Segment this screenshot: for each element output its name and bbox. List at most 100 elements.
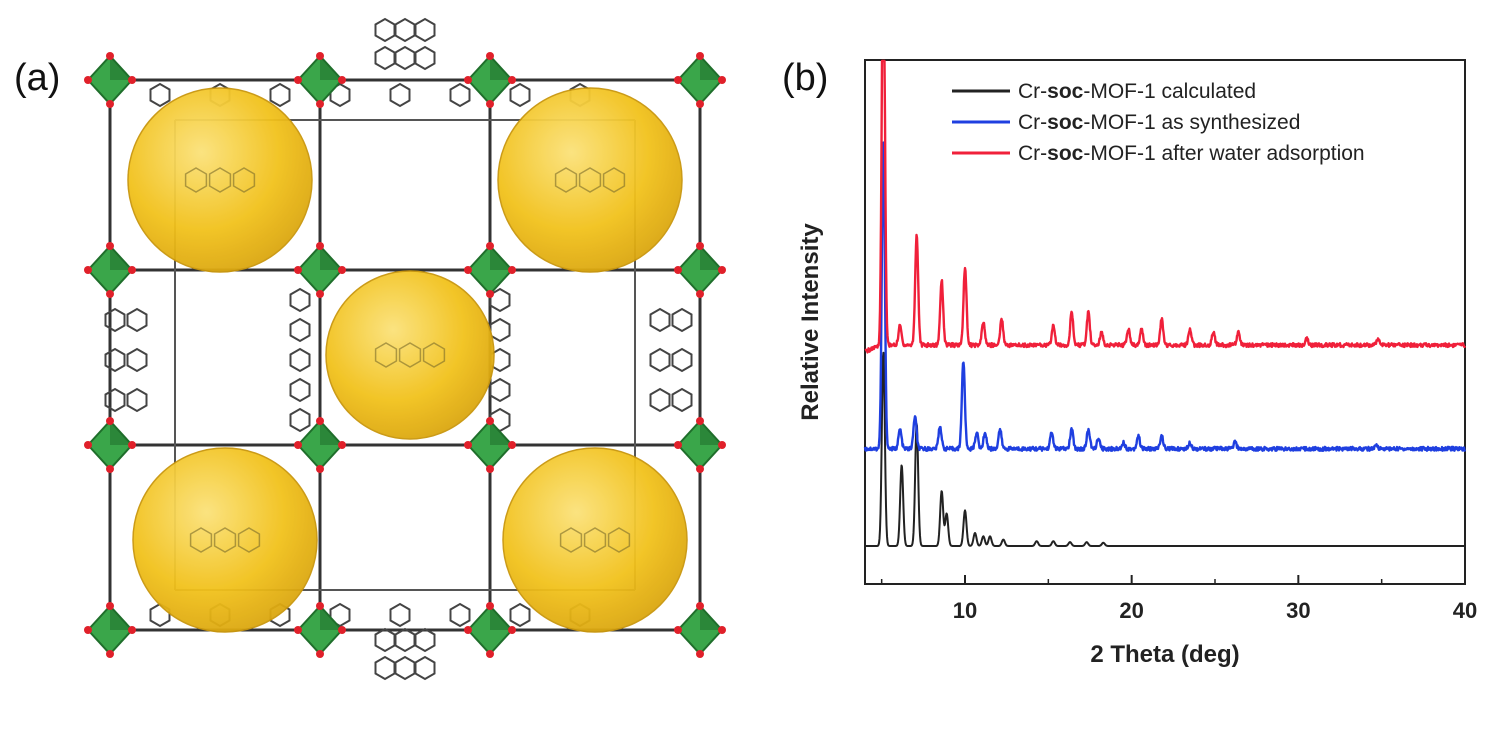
- linker-ring: [414, 17, 436, 43]
- oxygen-atom: [508, 266, 516, 274]
- linker-ring: [374, 627, 396, 653]
- metal-cluster-shade: [320, 421, 342, 445]
- oxygen-atom: [696, 650, 704, 658]
- oxygen-atom: [128, 266, 136, 274]
- linker-ring: [269, 82, 291, 108]
- metal-cluster-shade: [320, 56, 342, 80]
- linker-ring: [389, 602, 411, 628]
- oxygen-atom: [84, 76, 92, 84]
- y-axis-label: Relative Intensity: [797, 223, 824, 421]
- linker-ring: [671, 307, 693, 333]
- oxygen-atom: [718, 76, 726, 84]
- pore-linker-ring: [602, 167, 626, 193]
- oxygen-atom: [696, 290, 704, 298]
- series-line-3: [864, 59, 1467, 354]
- pore-linker-ring: [398, 342, 422, 368]
- metal-cluster-shade: [110, 421, 132, 445]
- oxygen-atom: [106, 100, 114, 108]
- oxygen-atom: [316, 602, 324, 610]
- linker-ring: [414, 655, 436, 681]
- oxygen-atom: [464, 626, 472, 634]
- linker-ring: [649, 307, 671, 333]
- linker-ring: [289, 377, 311, 403]
- legend-label-part: -MOF-1 after water adsorption: [1083, 142, 1364, 165]
- pore-sphere: [325, 270, 495, 440]
- linker-ring: [414, 45, 436, 71]
- oxygen-atom: [84, 266, 92, 274]
- metal-cluster-shade: [110, 606, 132, 630]
- metal-clusters: [84, 52, 726, 658]
- oxygen-atom: [486, 465, 494, 473]
- oxygen-atom: [106, 650, 114, 658]
- oxygen-atom: [508, 76, 516, 84]
- cage-pores: [127, 87, 688, 633]
- panel-a-label: (a): [14, 57, 60, 99]
- linker-ring: [289, 407, 311, 433]
- mof-structure-illustration: (a): [14, 17, 726, 681]
- linker-ring: [649, 347, 671, 373]
- oxygen-atom: [84, 626, 92, 634]
- metal-cluster-shade: [700, 246, 722, 270]
- oxygen-atom: [128, 441, 136, 449]
- x-ticks: 10 20 30 40: [880, 575, 1477, 623]
- metal-cluster-shade: [320, 606, 342, 630]
- oxygen-atom: [106, 602, 114, 610]
- linker-ring: [104, 347, 126, 373]
- plot-frame: [864, 59, 1466, 585]
- oxygen-atom: [486, 602, 494, 610]
- oxygen-atom: [338, 76, 346, 84]
- metal-cluster-shade: [110, 246, 132, 270]
- linker-ring: [104, 387, 126, 413]
- oxygen-atom: [464, 266, 472, 274]
- oxygen-atom: [316, 100, 324, 108]
- legend-label: Cr-soc-MOF-1 after water adsorption: [1018, 142, 1365, 165]
- linker-ring: [449, 602, 471, 628]
- oxygen-atom: [696, 602, 704, 610]
- metal-cluster-shade: [490, 56, 512, 80]
- oxygen-atom: [674, 441, 682, 449]
- oxygen-atom: [696, 100, 704, 108]
- legend-label-part: Cr-: [1018, 142, 1047, 165]
- x-tick-label: 30: [1286, 598, 1310, 623]
- linker-ring: [509, 82, 531, 108]
- metal-cluster-shade: [700, 56, 722, 80]
- linker-ring: [394, 627, 416, 653]
- plot-area: 10 20 30 40: [863, 59, 1477, 623]
- oxygen-atom: [338, 626, 346, 634]
- x-axis-label: 2 Theta (deg): [1090, 641, 1239, 668]
- metal-cluster-shade: [700, 421, 722, 445]
- linker-ring: [389, 82, 411, 108]
- linker-ring: [104, 307, 126, 333]
- legend-label-part: soc: [1047, 142, 1084, 165]
- oxygen-atom: [84, 441, 92, 449]
- linker-ring: [649, 387, 671, 413]
- x-tick-label: 10: [953, 598, 977, 623]
- linker-ring: [289, 347, 311, 373]
- linker-ring: [489, 317, 511, 343]
- metal-cluster-shade: [110, 56, 132, 80]
- panel-b-label: (b): [782, 57, 828, 99]
- oxygen-atom: [294, 76, 302, 84]
- oxygen-atom: [486, 290, 494, 298]
- oxygen-atom: [696, 242, 704, 250]
- legend-label-part: Cr-: [1018, 80, 1047, 103]
- pore-sphere: [502, 447, 688, 633]
- linker-ring: [671, 387, 693, 413]
- oxygen-atom: [316, 417, 324, 425]
- linker-ring: [374, 655, 396, 681]
- oxygen-atom: [106, 52, 114, 60]
- metal-cluster-shade: [320, 246, 342, 270]
- oxygen-atom: [464, 76, 472, 84]
- pore-linker-ring: [237, 527, 261, 553]
- oxygen-atom: [674, 626, 682, 634]
- oxygen-atom: [316, 290, 324, 298]
- oxygen-atom: [674, 266, 682, 274]
- oxygen-atom: [718, 266, 726, 274]
- pore-linker-ring: [184, 167, 208, 193]
- pore-linker-ring: [422, 342, 446, 368]
- oxygen-atom: [106, 465, 114, 473]
- oxygen-atom: [696, 417, 704, 425]
- oxygen-atom: [316, 52, 324, 60]
- oxygen-atom: [486, 417, 494, 425]
- pore-linker-ring: [189, 527, 213, 553]
